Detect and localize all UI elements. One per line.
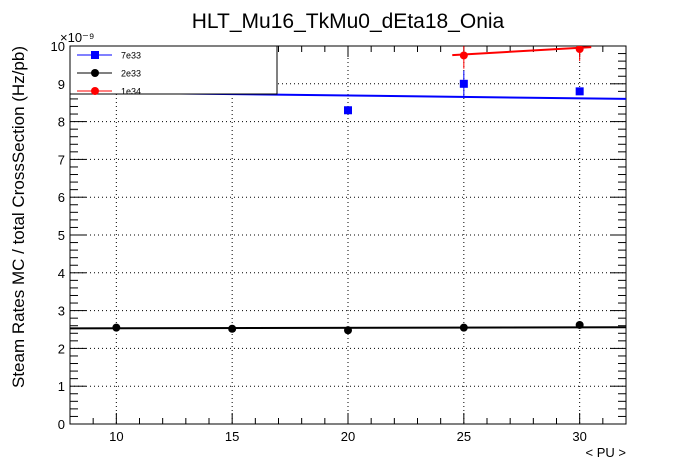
legend-entry-7e33: 7e33 xyxy=(77,51,141,61)
data-point-2e33 xyxy=(344,326,352,335)
data-point-2e33 xyxy=(228,324,237,333)
legend-label: 7e33 xyxy=(121,51,141,61)
legend-label: 2e33 xyxy=(121,69,141,79)
series-1e34 xyxy=(452,46,592,69)
y-tick-label: 1 xyxy=(58,379,65,394)
legend-marker xyxy=(91,87,99,95)
y-tick-label: 9 xyxy=(58,77,65,92)
y-tick-label: 3 xyxy=(58,304,65,319)
grid-lines xyxy=(70,46,626,424)
y-tick-label: 7 xyxy=(58,152,65,167)
y-tick-label: 8 xyxy=(58,115,65,130)
chart-title: HLT_Mu16_TkMu0_dEta18_Onia xyxy=(192,10,505,33)
y-tick-label: 5 xyxy=(58,228,65,243)
y-exponent-label: ×10⁻⁹ xyxy=(60,30,94,45)
x-axis-label: < PU > xyxy=(586,445,626,460)
data-point-2e33 xyxy=(112,323,121,332)
legend-marker xyxy=(91,69,99,77)
data-point-7e33 xyxy=(575,87,584,96)
data-point-2e33 xyxy=(459,323,468,332)
legend-box xyxy=(69,45,278,95)
y-tick-label: 6 xyxy=(58,190,65,205)
fit-line-1e34 xyxy=(452,46,592,57)
y-tick-label: 4 xyxy=(58,266,65,281)
legend-marker xyxy=(91,51,99,59)
axes: 10 15 20 25 30 0 1 2 3 4 5 6 7 8 9 10 xyxy=(51,39,627,444)
legend: 7e33 2e33 1e34 xyxy=(69,45,278,97)
x-tick-label: 15 xyxy=(225,429,239,444)
x-tick-label: 25 xyxy=(457,429,471,444)
y-tick-label: 10 xyxy=(51,39,65,54)
series-2e33 xyxy=(70,320,626,335)
data-point-7e33 xyxy=(459,79,468,88)
y-axis-label: Steam Rates MC / total CrossSection (Hz/… xyxy=(9,46,28,388)
x-tick-label: 20 xyxy=(341,429,355,444)
x-tick-label: 30 xyxy=(572,429,586,444)
data-point-1e34 xyxy=(459,51,468,60)
y-tick-label: 0 xyxy=(58,417,65,432)
legend-entry-1e34: 1e34 xyxy=(77,87,141,97)
legend-entry-2e33: 2e33 xyxy=(77,69,141,79)
y-tick-label: 2 xyxy=(58,341,65,356)
data-point-7e33 xyxy=(344,106,352,115)
legend-label: 1e34 xyxy=(121,87,141,97)
data-point-1e34 xyxy=(575,46,584,54)
data-point-2e33 xyxy=(575,320,584,329)
x-tick-label: 10 xyxy=(109,429,123,444)
